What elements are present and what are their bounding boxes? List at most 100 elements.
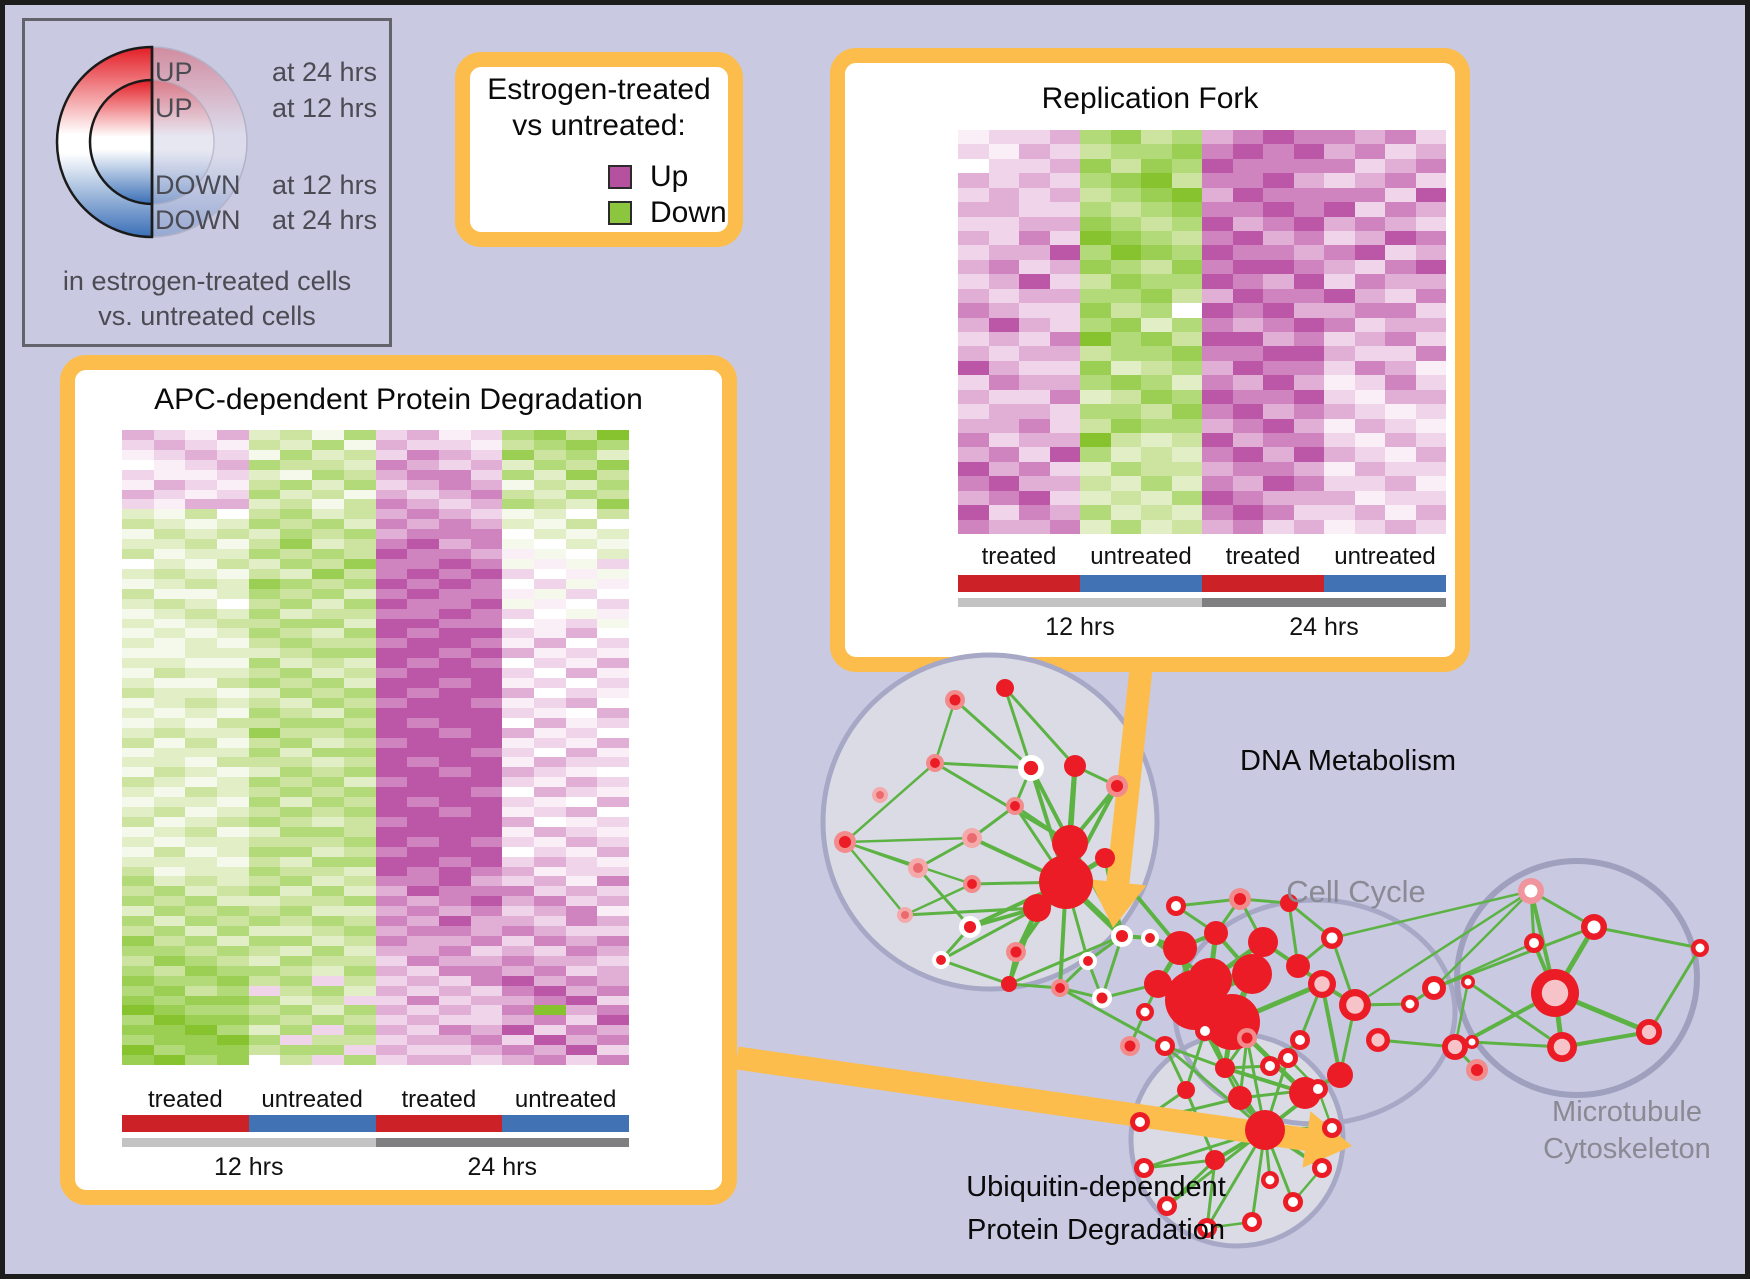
heatmap-cell (1019, 346, 1050, 361)
heatmap-cell (1263, 216, 1294, 231)
heatmap-cell (565, 727, 598, 738)
heatmap-cell (343, 955, 376, 966)
heatmap-cell (185, 608, 218, 619)
heatmap-cell (312, 816, 344, 827)
heatmap-cell (407, 489, 439, 500)
heatmap-cell (1019, 187, 1050, 203)
heatmap-cell (438, 459, 471, 470)
heatmap-cell (185, 469, 218, 480)
heatmap-cell (1324, 476, 1355, 491)
heatmap-cell (312, 826, 344, 837)
heatmap-cell (312, 876, 344, 887)
network-node-solid (1205, 1150, 1225, 1170)
heatmap-cell (597, 787, 629, 798)
heatmap-cell (217, 439, 249, 450)
heatmap-cell (153, 628, 186, 639)
heatmap-cell (407, 906, 439, 917)
heatmap-cell (153, 638, 186, 649)
legend-down-12-dir: DOWN (155, 170, 241, 200)
heatmap-cell (597, 449, 629, 460)
heatmap-cell (1141, 418, 1172, 433)
heatmap-cell (122, 489, 154, 500)
heatmap-cell (1080, 433, 1111, 448)
heatmap-cell (343, 707, 376, 718)
heatmap-cell (248, 687, 281, 698)
heatmap-cell (1171, 144, 1202, 159)
heatmap-cell (153, 707, 186, 718)
heatmap-cell (1019, 259, 1050, 275)
heatmap-cell (1171, 317, 1202, 332)
heatmap-cell (502, 588, 534, 599)
heatmap-cell (1263, 360, 1294, 376)
heatmap-cell (153, 459, 186, 470)
heatmap-cell (533, 896, 566, 907)
heatmap-cell (597, 737, 629, 748)
network-node-halo_white (936, 955, 946, 965)
replication-fork-title: Replication Fork (1041, 82, 1259, 115)
heatmap-cell (597, 916, 629, 927)
heatmap-cell (1232, 317, 1263, 332)
heatmap-cell (1232, 173, 1263, 188)
heatmap-cell (533, 1005, 566, 1016)
heatmap-cell (1232, 187, 1263, 203)
heatmap-cell (1415, 505, 1446, 520)
heatmap-cell (375, 678, 408, 688)
network-node-ring_white (1288, 1197, 1298, 1207)
heatmap-cell (375, 936, 408, 946)
network-node-halo_pink (930, 758, 940, 768)
heatmap-cell (217, 469, 249, 480)
heatmap-cell (988, 187, 1019, 203)
heatmap-cell (280, 866, 313, 877)
heatmap-cell (185, 449, 218, 460)
heatmap-cell (1049, 130, 1080, 145)
heatmap-cell (470, 697, 503, 708)
heatmap-cell (1415, 202, 1446, 217)
network-edge (953, 698, 1033, 770)
heatmap-cell (502, 1045, 534, 1056)
heatmap-cell (1415, 418, 1446, 433)
heatmap-cell (122, 529, 154, 540)
heatmap-cell (375, 886, 408, 897)
heatmap-cell (248, 668, 281, 679)
heatmap-cell (375, 975, 408, 986)
heatmap-cell (1354, 447, 1385, 462)
network-node-ring_pink (1641, 1024, 1657, 1040)
heatmap-cell (565, 886, 598, 897)
heatmap-cell (153, 489, 186, 500)
network-node-ring_white (1313, 1084, 1323, 1094)
heatmap-cell (248, 727, 281, 738)
apc-group-labels: treated untreated treated untreated (122, 1086, 629, 1114)
heatmap-cell (597, 797, 629, 808)
heatmap-cell (1324, 274, 1355, 289)
heatmap-cell (375, 529, 408, 540)
heatmap-cell (280, 1005, 313, 1016)
heatmap-cell (343, 727, 376, 738)
heatmap-cell (1354, 505, 1385, 520)
heatmap-cell (1324, 447, 1355, 462)
heatmap-cell (1324, 375, 1355, 390)
heatmap-cell (1385, 187, 1416, 203)
heatmap-cell (1232, 231, 1263, 246)
heatmap-cell (1049, 375, 1080, 390)
heatmap-cell (565, 1055, 598, 1065)
heatmap-cell (1019, 317, 1050, 332)
heatmap-cell (248, 628, 281, 639)
heatmap-cell (343, 658, 376, 669)
heatmap-cell (1354, 317, 1385, 332)
network-node-ring_white (1162, 1201, 1172, 1211)
heatmap-cell (122, 1045, 154, 1056)
heatmap-cell (1080, 202, 1111, 217)
heatmap-cell (502, 866, 534, 877)
heatmap-cell (597, 628, 629, 639)
heatmap-cell (1232, 259, 1263, 275)
heatmap-cell (185, 787, 218, 798)
network-node-ring_white (1327, 1123, 1337, 1133)
heatmap-cell (470, 598, 503, 609)
heatmap-cell (122, 519, 154, 530)
sample-bar-segment (1202, 575, 1324, 592)
heatmap-cell (122, 836, 154, 847)
heatmap-cell (988, 519, 1019, 534)
heatmap-cell (217, 707, 249, 718)
heatmap-cell (217, 787, 249, 798)
heatmap-cell (1232, 216, 1263, 231)
